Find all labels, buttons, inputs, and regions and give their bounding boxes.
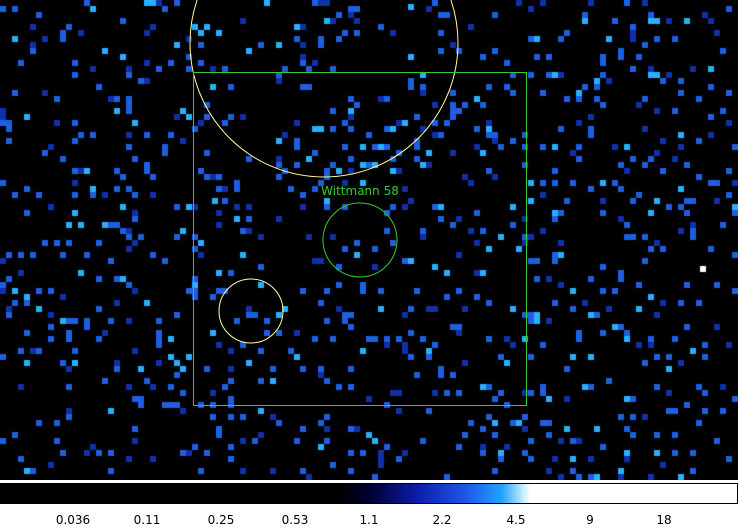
colorbar-tick-label: 9 xyxy=(586,513,594,527)
colorbar-tick-label: 0.25 xyxy=(207,513,235,527)
background-region-small-circle[interactable] xyxy=(218,278,284,344)
source-region-label: Wittmann 58 xyxy=(321,184,399,198)
colorbar-tick-label: 0.11 xyxy=(133,513,161,527)
colorbar-tick-label: 0.036 xyxy=(55,513,91,527)
colorbar-tick-label: 18 xyxy=(656,513,672,527)
box-region[interactable] xyxy=(193,72,527,406)
background-region-large-circle[interactable] xyxy=(189,0,459,178)
colorbar-tick-label: 1.1 xyxy=(359,513,379,527)
image-display[interactable]: Wittmann 58 xyxy=(0,0,738,480)
colorbar-tick-label: 2.2 xyxy=(432,513,452,527)
colorbar-tick-label: 4.5 xyxy=(506,513,526,527)
region-overlay: Wittmann 58 xyxy=(189,0,527,406)
colorbar-tick-label: 0.53 xyxy=(281,513,309,527)
colorbar[interactable] xyxy=(0,483,738,504)
colorbar-tick-labels: 0.036 0.11 0.25 0.53 1.1 2.2 4.5 9 18 xyxy=(0,504,738,528)
binned-event-image xyxy=(0,0,738,480)
source-region-circle[interactable] xyxy=(322,202,398,278)
